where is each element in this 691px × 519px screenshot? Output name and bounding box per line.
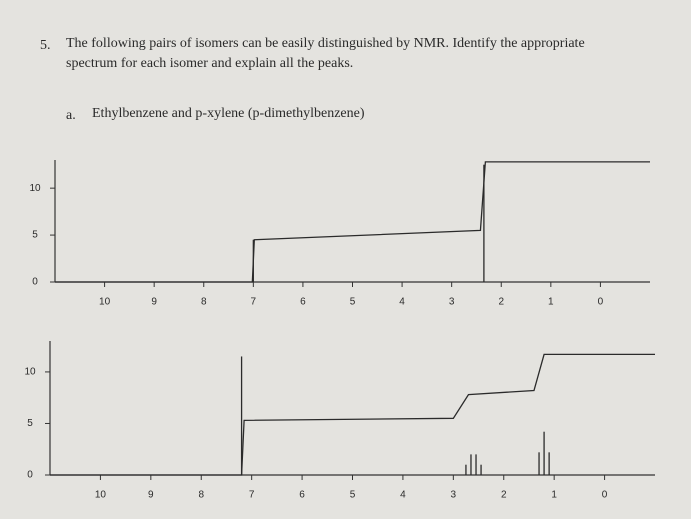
- y-tick-label: 10: [24, 367, 36, 378]
- x-tick-label: 5: [350, 297, 356, 308]
- question-text: spectrum for each isomer and explain all…: [66, 56, 353, 71]
- x-tick-label: 10: [99, 297, 111, 308]
- x-tick-label: 2: [501, 490, 507, 501]
- question-number: 5.: [40, 38, 51, 53]
- x-tick-label: 9: [148, 490, 154, 501]
- x-tick-label: 1: [548, 297, 554, 308]
- x-tick-label: 0: [602, 490, 608, 501]
- integration-curve: [50, 353, 655, 476]
- x-tick-label: 1: [551, 490, 557, 501]
- y-tick-label: 0: [32, 277, 38, 288]
- x-tick-label: 4: [399, 297, 405, 308]
- x-tick-label: 10: [95, 490, 107, 501]
- x-tick-label: 3: [449, 297, 455, 308]
- x-tick-label: 0: [598, 297, 604, 308]
- x-tick-label: 3: [451, 490, 457, 501]
- y-tick-label: 10: [29, 183, 41, 194]
- x-tick-label: 7: [251, 297, 257, 308]
- part-text: Ethylbenzene and p-xylene (p-dimethylben…: [92, 106, 365, 121]
- x-tick-label: 2: [498, 297, 504, 308]
- part-label: a.: [66, 108, 76, 123]
- x-tick-label: 5: [350, 490, 356, 501]
- x-tick-label: 4: [400, 490, 406, 501]
- x-tick-label: 6: [300, 297, 306, 308]
- question-text: The following pairs of isomers can be ea…: [66, 36, 585, 51]
- y-tick-label: 5: [27, 418, 33, 429]
- y-tick-label: 5: [32, 230, 38, 241]
- x-tick-label: 8: [198, 490, 204, 501]
- x-tick-label: 6: [299, 490, 305, 501]
- x-tick-label: 8: [201, 297, 207, 308]
- x-tick-label: 7: [249, 490, 255, 501]
- y-tick-label: 0: [27, 470, 33, 481]
- integration-curve: [55, 161, 650, 283]
- x-tick-label: 9: [151, 297, 157, 308]
